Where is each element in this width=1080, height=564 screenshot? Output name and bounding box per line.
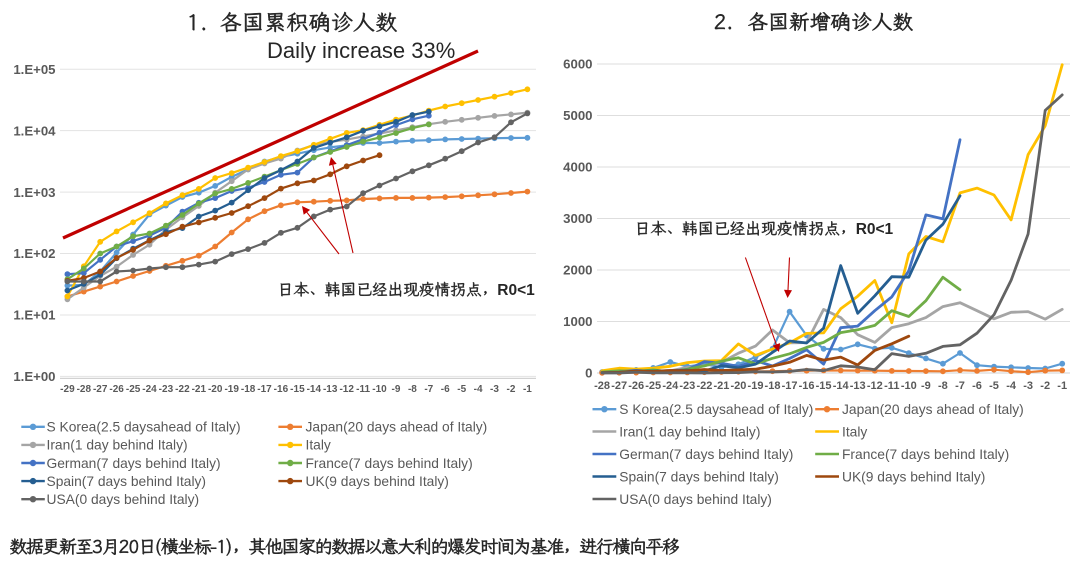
svg-text:USA(0 days behind Italy): USA(0 days behind Italy) [47, 492, 200, 507]
svg-text:-11: -11 [356, 384, 370, 395]
svg-text:UK(9 days behind Italy): UK(9 days behind Italy) [306, 474, 449, 489]
svg-text:1.E+02: 1.E+02 [13, 246, 55, 261]
svg-text:1.E+05: 1.E+05 [13, 62, 55, 77]
svg-text:-1: -1 [523, 384, 532, 395]
svg-text:2000: 2000 [563, 263, 592, 278]
svg-text:-9: -9 [392, 384, 401, 395]
svg-text:-20: -20 [208, 384, 223, 395]
svg-text:5000: 5000 [563, 108, 592, 123]
svg-text:-3: -3 [490, 384, 499, 395]
svg-text:-28: -28 [77, 384, 92, 395]
svg-text:-17: -17 [257, 384, 272, 395]
svg-text:-29: -29 [60, 384, 75, 395]
svg-text:-16: -16 [274, 384, 289, 395]
svg-text:-1: -1 [1057, 380, 1067, 392]
svg-text:R0<1: R0<1 [497, 282, 535, 299]
svg-text:Japan(20 days ahead of Italy): Japan(20 days ahead of Italy) [306, 420, 488, 435]
svg-text:-27: -27 [611, 380, 627, 392]
svg-text:-18: -18 [765, 380, 781, 392]
svg-text:Spain(7 days behind Italy): Spain(7 days behind Italy) [619, 469, 779, 484]
svg-text:6000: 6000 [563, 57, 592, 72]
svg-text:-7: -7 [955, 380, 965, 392]
svg-text:Spain(7 days behind Italy): Spain(7 days behind Italy) [47, 474, 207, 489]
svg-text:Italy: Italy [306, 438, 331, 453]
svg-text:-22: -22 [696, 380, 712, 392]
svg-text:UK(9 days behind Italy): UK(9 days behind Italy) [842, 469, 985, 484]
svg-text:-25: -25 [126, 384, 141, 395]
svg-text:France(7 days behind Italy): France(7 days behind Italy) [842, 447, 1009, 462]
svg-text:-7: -7 [424, 384, 433, 395]
svg-text:-12: -12 [339, 384, 354, 395]
svg-text:-15: -15 [816, 380, 832, 392]
svg-text:3000: 3000 [563, 211, 592, 226]
svg-text:-2: -2 [1040, 380, 1050, 392]
svg-text:German(7 days behind Italy): German(7 days behind Italy) [619, 447, 793, 462]
svg-text:-26: -26 [109, 384, 124, 395]
svg-text:-10: -10 [372, 384, 387, 395]
svg-text:1.E+03: 1.E+03 [13, 185, 55, 200]
svg-text:S Korea(2.5 daysahead of Italy: S Korea(2.5 daysahead of Italy) [47, 420, 241, 435]
svg-text:R0<1: R0<1 [856, 221, 894, 238]
svg-text:-17: -17 [782, 380, 798, 392]
svg-text:-21: -21 [713, 380, 729, 392]
svg-text:-23: -23 [679, 380, 695, 392]
svg-text:-6: -6 [441, 384, 450, 395]
svg-text:-23: -23 [159, 384, 174, 395]
svg-text:-11: -11 [884, 380, 899, 392]
svg-text:-14: -14 [833, 380, 850, 392]
svg-text:-18: -18 [241, 384, 256, 395]
svg-text:-14: -14 [307, 384, 322, 395]
svg-text:1.E+04: 1.E+04 [13, 123, 56, 138]
svg-text:Italy: Italy [842, 424, 867, 439]
svg-text:-4: -4 [1006, 380, 1017, 392]
svg-text:-5: -5 [457, 384, 466, 395]
svg-text:-22: -22 [175, 384, 190, 395]
svg-text:Japan(20 days ahead of Italy): Japan(20 days ahead of Italy) [842, 402, 1024, 417]
svg-text:4000: 4000 [563, 160, 592, 175]
svg-text:-15: -15 [290, 384, 305, 395]
svg-text:0: 0 [585, 366, 592, 381]
svg-text:-10: -10 [901, 380, 917, 392]
svg-text:-24: -24 [662, 380, 679, 392]
svg-text:USA(0 days behind Italy): USA(0 days behind Italy) [619, 492, 772, 507]
svg-text:-9: -9 [921, 380, 931, 392]
svg-text:-19: -19 [224, 384, 239, 395]
svg-text:-25: -25 [645, 380, 661, 392]
svg-text:-13: -13 [850, 380, 866, 392]
svg-text:-6: -6 [972, 380, 982, 392]
svg-text:Iran(1 day behind Italy): Iran(1 day behind Italy) [619, 424, 760, 439]
svg-text:-28: -28 [594, 380, 610, 392]
svg-text:1000: 1000 [563, 314, 592, 329]
svg-text:France(7 days behind Italy): France(7 days behind Italy) [306, 456, 473, 471]
svg-text:-3: -3 [1023, 380, 1033, 392]
svg-text:Iran(1 day behind Italy): Iran(1 day behind Italy) [47, 438, 188, 453]
svg-text:-19: -19 [748, 380, 764, 392]
svg-text:-12: -12 [867, 380, 883, 392]
svg-text:-21: -21 [192, 384, 207, 395]
svg-text:-13: -13 [323, 384, 338, 395]
svg-text:Daily increase 33%: Daily increase 33% [267, 38, 455, 63]
svg-text:S Korea(2.5 daysahead of Italy: S Korea(2.5 daysahead of Italy) [619, 402, 813, 417]
svg-text:-27: -27 [93, 384, 108, 395]
svg-text:-24: -24 [142, 384, 157, 395]
svg-text:-20: -20 [730, 380, 746, 392]
svg-text:1.E+01: 1.E+01 [13, 308, 55, 323]
svg-text:German(7 days behind Italy): German(7 days behind Italy) [47, 456, 221, 471]
svg-text:-4: -4 [474, 384, 483, 395]
svg-text:-8: -8 [408, 384, 417, 395]
svg-text:1.E+00: 1.E+00 [13, 369, 55, 384]
svg-text:-2: -2 [507, 384, 516, 395]
svg-text:-5: -5 [989, 380, 999, 392]
svg-text:-26: -26 [628, 380, 644, 392]
svg-text:-16: -16 [799, 380, 815, 392]
svg-text:-8: -8 [938, 380, 948, 392]
